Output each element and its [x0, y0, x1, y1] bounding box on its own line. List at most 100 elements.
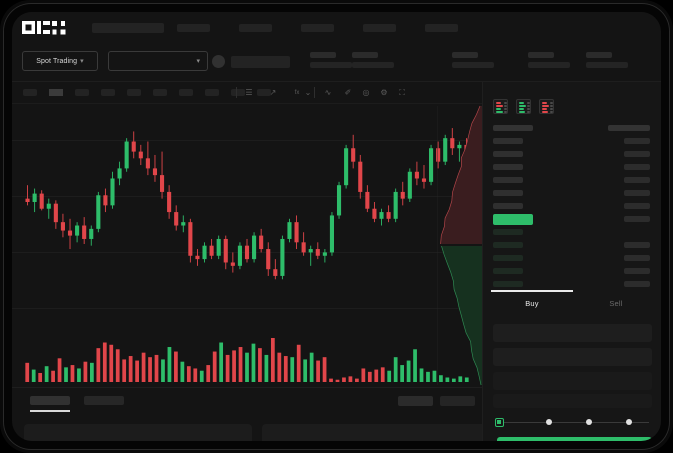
timeframe-6[interactable]	[179, 89, 193, 96]
coin-avatar	[212, 55, 225, 68]
top-header	[12, 12, 661, 42]
bottom-action-0[interactable]	[398, 396, 433, 406]
logo-letter-o	[22, 21, 35, 34]
bottom-tab-active-underline	[30, 410, 70, 412]
bid-price	[493, 281, 523, 287]
search-input[interactable]	[92, 23, 164, 33]
chart-gridline	[12, 140, 482, 141]
depth-chart-overlay	[437, 105, 482, 386]
ask-size	[624, 203, 650, 209]
nav-item-4[interactable]	[425, 24, 458, 32]
slider-step-2[interactable]	[586, 419, 592, 425]
orderbook-asks-icon[interactable]	[539, 99, 554, 114]
tab-sell[interactable]: Sell	[609, 299, 623, 308]
bottom-panel-0[interactable]	[24, 424, 252, 441]
okx-logo[interactable]	[22, 21, 65, 34]
orderbook-bid-row[interactable]	[483, 226, 661, 239]
active-tab-underline	[491, 290, 573, 292]
orderbook-ask-row[interactable]	[483, 161, 661, 174]
stat-label	[310, 52, 336, 58]
orderbook-bid-row[interactable]	[483, 278, 661, 291]
orderbook-ask-row[interactable]	[483, 174, 661, 187]
bid-price	[493, 242, 523, 248]
price-chart[interactable]	[12, 104, 482, 387]
market-stat-1	[352, 52, 394, 68]
stat-value	[452, 62, 494, 68]
toolbar-divider	[314, 87, 315, 98]
timeframe-0[interactable]	[23, 89, 37, 96]
trading-pair-select[interactable]: ▾	[108, 51, 208, 71]
slider-step-1[interactable]	[546, 419, 552, 425]
stat-label	[528, 52, 554, 58]
ask-price	[493, 177, 523, 183]
wave-chart-icon[interactable]: ∿	[324, 88, 332, 97]
line-chart-icon[interactable]: ↗	[269, 88, 277, 97]
timeframe-group	[23, 89, 271, 96]
orderbook-bid-row[interactable]	[483, 239, 661, 252]
nav-item-2[interactable]	[301, 24, 334, 32]
ask-size	[624, 177, 650, 183]
nav-item-3[interactable]	[363, 24, 396, 32]
order-amount-input[interactable]	[493, 348, 652, 366]
timeframe-9[interactable]	[257, 89, 271, 96]
order-total-input[interactable]	[493, 372, 652, 390]
order-price-input[interactable]	[493, 324, 652, 342]
market-subheader: Spot Trading ▾ ▾	[12, 42, 661, 82]
orderbook-ask-row[interactable]	[483, 135, 661, 148]
orderbook-bids-icon[interactable]	[516, 99, 531, 114]
orderbook-size-header	[608, 125, 650, 131]
orderbook-bid-row[interactable]	[483, 265, 661, 278]
ask-size	[624, 190, 650, 196]
bottom-panel-1[interactable]	[262, 424, 490, 441]
orderbook-header-row	[483, 122, 661, 135]
indicators-icon[interactable]: fx	[294, 90, 300, 96]
settings-gear-icon[interactable]: ⚙	[380, 88, 388, 97]
slider-step-3[interactable]	[626, 419, 632, 425]
nav-item-0[interactable]	[177, 24, 210, 32]
candlestick-series	[25, 128, 469, 280]
fullscreen-icon[interactable]: ⛶	[399, 88, 405, 97]
stat-label	[586, 52, 612, 58]
bottom-tab-1[interactable]	[84, 396, 124, 405]
tab-buy[interactable]: Buy	[525, 299, 539, 308]
slider-handle[interactable]	[495, 417, 504, 427]
timeframe-3[interactable]	[101, 89, 115, 96]
mid-price-highlight	[493, 214, 533, 225]
ask-price	[493, 138, 523, 144]
trading-mode-select[interactable]: Spot Trading ▾	[22, 51, 98, 71]
app-screen: Spot Trading ▾ ▾	[12, 12, 661, 441]
order-info-row	[493, 394, 652, 408]
logo-letter-x	[52, 21, 65, 34]
timeframe-7[interactable]	[205, 89, 219, 96]
timeframe-5[interactable]	[153, 89, 167, 96]
stat-value	[528, 62, 570, 68]
orderbook-ask-row[interactable]	[483, 148, 661, 161]
timeframe-8[interactable]	[231, 89, 245, 96]
orderbook-ask-row[interactable]	[483, 187, 661, 200]
drawing-tools-icon[interactable]: ✐	[344, 88, 352, 97]
orderbook-view-toggles	[493, 99, 554, 114]
amount-slider[interactable]	[495, 417, 650, 427]
chevron-down-icon: ▾	[80, 57, 84, 65]
nav-item-1[interactable]	[239, 24, 272, 32]
bottom-action-1[interactable]	[440, 396, 475, 406]
chart-gridline	[12, 308, 482, 309]
timeframe-2[interactable]	[75, 89, 89, 96]
timeframe-4[interactable]	[127, 89, 141, 96]
market-stat-2	[452, 52, 494, 68]
chart-gridline	[12, 196, 482, 197]
trading-mode-label: Spot Trading	[36, 57, 78, 65]
candlestick-chart-icon[interactable]: ☰	[245, 88, 253, 97]
last-price-value	[231, 56, 290, 68]
chart-settings-chevron-icon[interactable]: ⌄	[304, 88, 312, 97]
place-order-button[interactable]	[497, 437, 652, 441]
timeframe-1[interactable]	[49, 89, 63, 96]
screenshot-icon[interactable]: ◎	[362, 88, 370, 97]
orderbook-mid-price-row	[483, 213, 661, 226]
ask-price	[493, 203, 523, 209]
bottom-tab-0[interactable]	[30, 396, 70, 405]
orderbook-bid-row[interactable]	[483, 252, 661, 265]
orderbook-both-icon[interactable]	[493, 99, 508, 114]
orderbook-ask-row[interactable]	[483, 200, 661, 213]
